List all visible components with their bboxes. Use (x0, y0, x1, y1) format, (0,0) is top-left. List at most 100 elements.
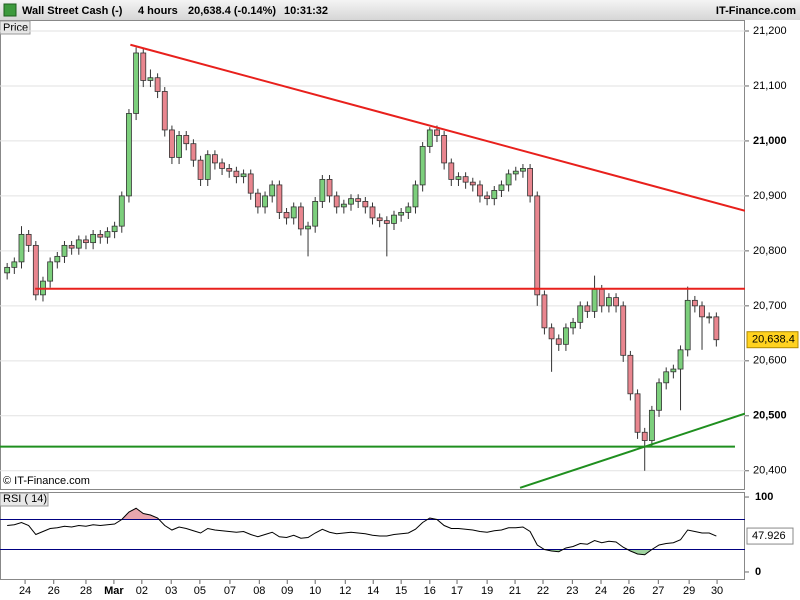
candle-body (297, 206, 304, 230)
candle-body (699, 305, 705, 318)
candle-body (391, 214, 397, 224)
x-tick-label: 19 (481, 585, 493, 597)
x-tick-label: 23 (566, 585, 578, 597)
x-tick-label: 24 (19, 585, 31, 597)
candle-body (111, 225, 118, 233)
rsi-panel (0, 492, 745, 580)
candle-body (691, 299, 698, 307)
header: Wall Street Cash (-) 4 hours 20,638.4 (-… (0, 0, 800, 20)
candle-body (512, 170, 519, 175)
x-tick-label: 17 (451, 585, 463, 597)
candle-body (204, 154, 211, 180)
x-tick-label: 30 (711, 585, 723, 597)
candle-body (4, 266, 11, 274)
trend-line (130, 43, 745, 212)
candle-body (434, 129, 440, 136)
candle-body (190, 143, 197, 161)
x-tick-label: 05 (194, 585, 206, 597)
candle-body (376, 217, 383, 222)
price-panel (0, 20, 745, 490)
x-tick-label: 02 (136, 585, 148, 597)
candle-body (591, 288, 598, 312)
candle-body (333, 195, 340, 208)
candle-body (319, 179, 326, 202)
candle-body (133, 52, 140, 114)
candle-body (448, 162, 455, 180)
candle-body (348, 198, 354, 205)
candle-body (126, 113, 132, 197)
candle-body (75, 239, 82, 249)
x-tick-label: 29 (683, 585, 695, 597)
candle-body (197, 159, 204, 180)
rsi-last-label: 47.926 (752, 530, 786, 542)
time: 10:31:32 (284, 5, 328, 17)
last-price-label: 20,638.4 (752, 334, 795, 346)
copyright: © IT-Finance.com (3, 475, 90, 487)
x-tick-label: Mar (104, 585, 124, 597)
candle-body (491, 190, 498, 200)
candle-body (441, 135, 448, 164)
candle-body (47, 261, 54, 282)
candle-body (161, 91, 168, 131)
axes: 20,400 20,500 20,600 20,700 20,800 20,900 21,0… (19, 25, 799, 597)
x-tick-label: 28 (80, 585, 92, 597)
candle-body (634, 393, 641, 433)
candle-body (340, 203, 347, 208)
candle-body (563, 327, 569, 345)
candle-body (290, 206, 297, 219)
x-tick-label: 16 (424, 585, 436, 597)
candle-body (605, 297, 612, 307)
rsi-label-box (0, 492, 49, 507)
candle-body (183, 135, 190, 145)
candle-body (147, 77, 154, 81)
trend-line (519, 412, 745, 489)
candle-body (505, 173, 512, 186)
candle-body (383, 220, 390, 224)
candle-body (104, 231, 111, 238)
candle-body (11, 261, 18, 268)
last-price-box (746, 331, 799, 349)
y-tick-label: 20,900 (753, 190, 787, 202)
x-tick-label: 10 (309, 585, 321, 597)
candle-body (641, 431, 648, 441)
candle-body (426, 129, 433, 147)
candle-body (154, 77, 161, 92)
candle-body (663, 371, 670, 384)
price-marks (0, 43, 745, 489)
candle-body (169, 129, 175, 158)
x-tick-label: 15 (395, 585, 407, 597)
candle-body (25, 233, 32, 246)
candle-body (713, 316, 720, 341)
candle-body (577, 305, 584, 323)
candle-body (32, 244, 39, 296)
x-tick-label: 12 (339, 585, 351, 597)
panel-label: Price (3, 22, 28, 34)
candle-body (534, 195, 541, 296)
candle-body (555, 338, 562, 345)
candle-body (61, 244, 68, 257)
candle-body (247, 173, 254, 194)
candle-body (118, 195, 125, 227)
candle-body (240, 173, 247, 178)
candle-body (548, 327, 555, 340)
candle-body (656, 382, 662, 411)
rsi-tick-label: 100 (755, 491, 773, 503)
candle-body (677, 349, 684, 370)
x-tick-label: 24 (595, 585, 607, 597)
rsi-marks (0, 507, 745, 556)
candle-body (520, 168, 526, 172)
y-tick-label: 20,600 (753, 355, 787, 367)
candle-body (90, 233, 97, 244)
candle-body (68, 244, 75, 249)
candle-body (498, 184, 505, 191)
candle-body (570, 321, 576, 329)
candle-body (219, 162, 225, 169)
candle-body (140, 52, 147, 81)
quote: 20,638.4 (-0.14%) (188, 5, 276, 17)
candle-body (226, 168, 233, 172)
rsi-last-box (746, 527, 794, 545)
candle-body (326, 179, 333, 197)
brand: IT-Finance.com (716, 5, 796, 17)
candle-body (412, 184, 419, 208)
